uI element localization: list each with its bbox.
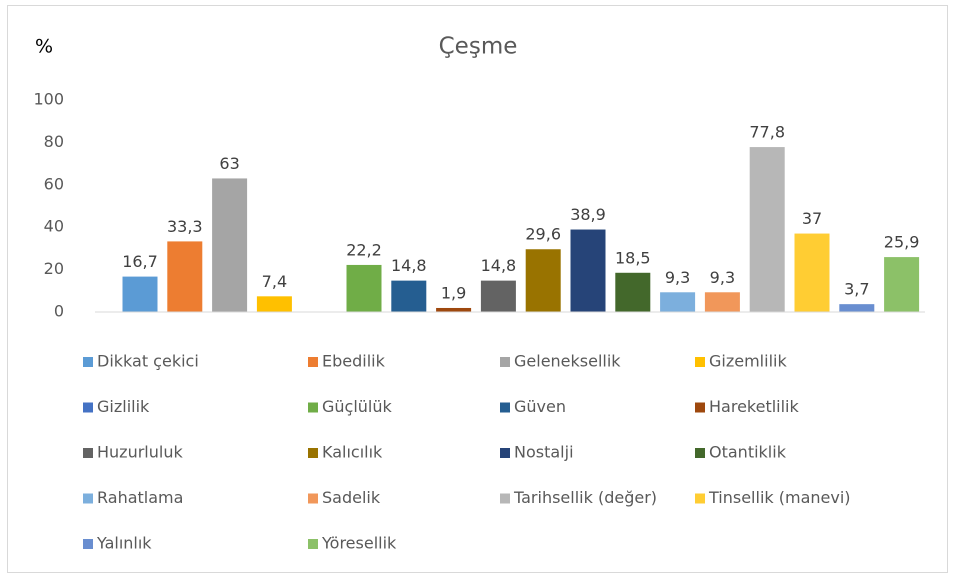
data-label: 3,7: [844, 280, 869, 299]
bar: [436, 307, 472, 312]
legend-swatch: [308, 539, 318, 549]
legend-swatch: [500, 357, 510, 367]
y-tick-label: 60: [44, 174, 64, 193]
legend-label: Rahatlama: [97, 488, 183, 507]
data-label: 9,3: [710, 268, 735, 287]
legend-swatch: [308, 402, 318, 413]
legend-label: Gizlilik: [97, 397, 150, 416]
y-tick-label: 20: [44, 259, 64, 278]
data-label: 18,5: [615, 248, 651, 267]
legend-swatch: [83, 357, 93, 367]
legend-swatch: [695, 493, 705, 504]
legend-swatch: [695, 402, 705, 413]
legend-swatch: [83, 493, 93, 504]
legend-label: Güçlülük: [322, 397, 393, 416]
data-label: 37: [802, 209, 822, 228]
data-label: 29,6: [525, 225, 561, 244]
legend-label: Otantiklik: [709, 443, 787, 462]
y-tick-label: 100: [33, 90, 64, 109]
legend-label: Dikkat çekici: [97, 352, 199, 371]
legend-swatch: [83, 539, 93, 549]
legend-swatch: [83, 448, 93, 458]
legend-swatch: [695, 448, 705, 458]
chart-border: [7, 5, 948, 573]
bar: [615, 272, 651, 312]
bar: [391, 280, 427, 312]
bar: [794, 233, 830, 312]
legend-swatch: [500, 493, 510, 504]
bar: [256, 296, 292, 312]
data-label: 63: [219, 154, 239, 173]
data-label: 77,8: [749, 123, 785, 142]
bar: [212, 178, 248, 312]
y-axis-label: %: [35, 36, 53, 58]
data-label: 14,8: [391, 256, 427, 275]
legend-swatch: [308, 493, 318, 504]
legend-label: Ebedilik: [322, 352, 386, 371]
bar: [122, 276, 158, 312]
legend-label: Hareketlilik: [709, 397, 800, 416]
legend-swatch: [308, 448, 318, 458]
bar: [749, 147, 785, 312]
bar: [525, 249, 561, 312]
legend-label: Tarihsellik (değer): [513, 488, 657, 507]
legend-swatch: [308, 357, 318, 367]
legend-swatch: [83, 402, 93, 413]
data-label: 25,9: [884, 233, 920, 252]
legend-label: Tinsellik (manevi): [708, 488, 851, 507]
legend-label: Huzurluluk: [97, 443, 183, 462]
legend-swatch: [695, 357, 705, 367]
bar: [884, 257, 920, 312]
bar: [480, 280, 516, 312]
legend-swatch: [500, 448, 510, 458]
chart-title: Çeşme: [439, 34, 518, 60]
legend-label: Sadelik: [322, 488, 381, 507]
data-label: 7,4: [262, 272, 287, 291]
legend-label: Geleneksellik: [514, 352, 621, 371]
legend-label: Güven: [514, 397, 566, 416]
legend-label: Nostalji: [514, 443, 574, 462]
bar: [839, 304, 875, 312]
legend-label: Yöresellik: [321, 534, 397, 553]
y-tick-label: 80: [44, 132, 64, 151]
data-label: 22,2: [346, 240, 382, 259]
legend-label: Kalıcılık: [322, 443, 383, 462]
y-tick-label: 40: [44, 217, 64, 236]
legend-swatch: [500, 402, 510, 413]
bar: [570, 229, 606, 312]
data-label: 33,3: [167, 217, 203, 236]
data-label: 38,9: [570, 205, 606, 224]
data-label: 16,7: [122, 252, 158, 271]
bar: [346, 264, 382, 312]
legend-label: Yalınlık: [96, 534, 152, 553]
data-label: 1,9: [441, 283, 466, 302]
bar: [167, 241, 203, 312]
data-label: 9,3: [665, 268, 690, 287]
bar: [660, 292, 696, 312]
bar: [704, 292, 740, 312]
y-tick-label: 0: [54, 302, 64, 321]
data-label: 14,8: [481, 256, 517, 275]
legend-label: Gizemlilik: [709, 352, 787, 371]
